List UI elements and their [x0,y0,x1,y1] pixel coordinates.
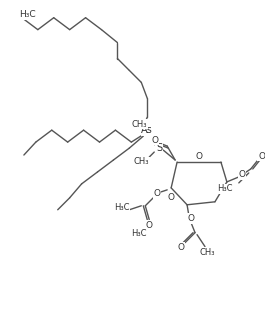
Text: O: O [178,243,185,252]
Text: CH₃: CH₃ [134,157,149,167]
Text: H₃C: H₃C [217,184,233,193]
Text: CH₃: CH₃ [131,120,147,129]
Text: CH₃: CH₃ [199,248,215,257]
Text: H₃C: H₃C [131,229,147,238]
Text: O: O [152,136,159,145]
Text: S: S [156,143,162,153]
Text: As: As [142,125,153,135]
Text: O: O [188,214,195,223]
Text: O: O [168,193,175,202]
Text: H₃C: H₃C [114,203,129,212]
Text: O: O [146,221,153,230]
Text: O: O [196,152,202,160]
Text: O: O [238,170,245,179]
Text: O: O [258,152,265,160]
Text: H₃C: H₃C [19,10,36,19]
Text: O: O [154,189,161,198]
